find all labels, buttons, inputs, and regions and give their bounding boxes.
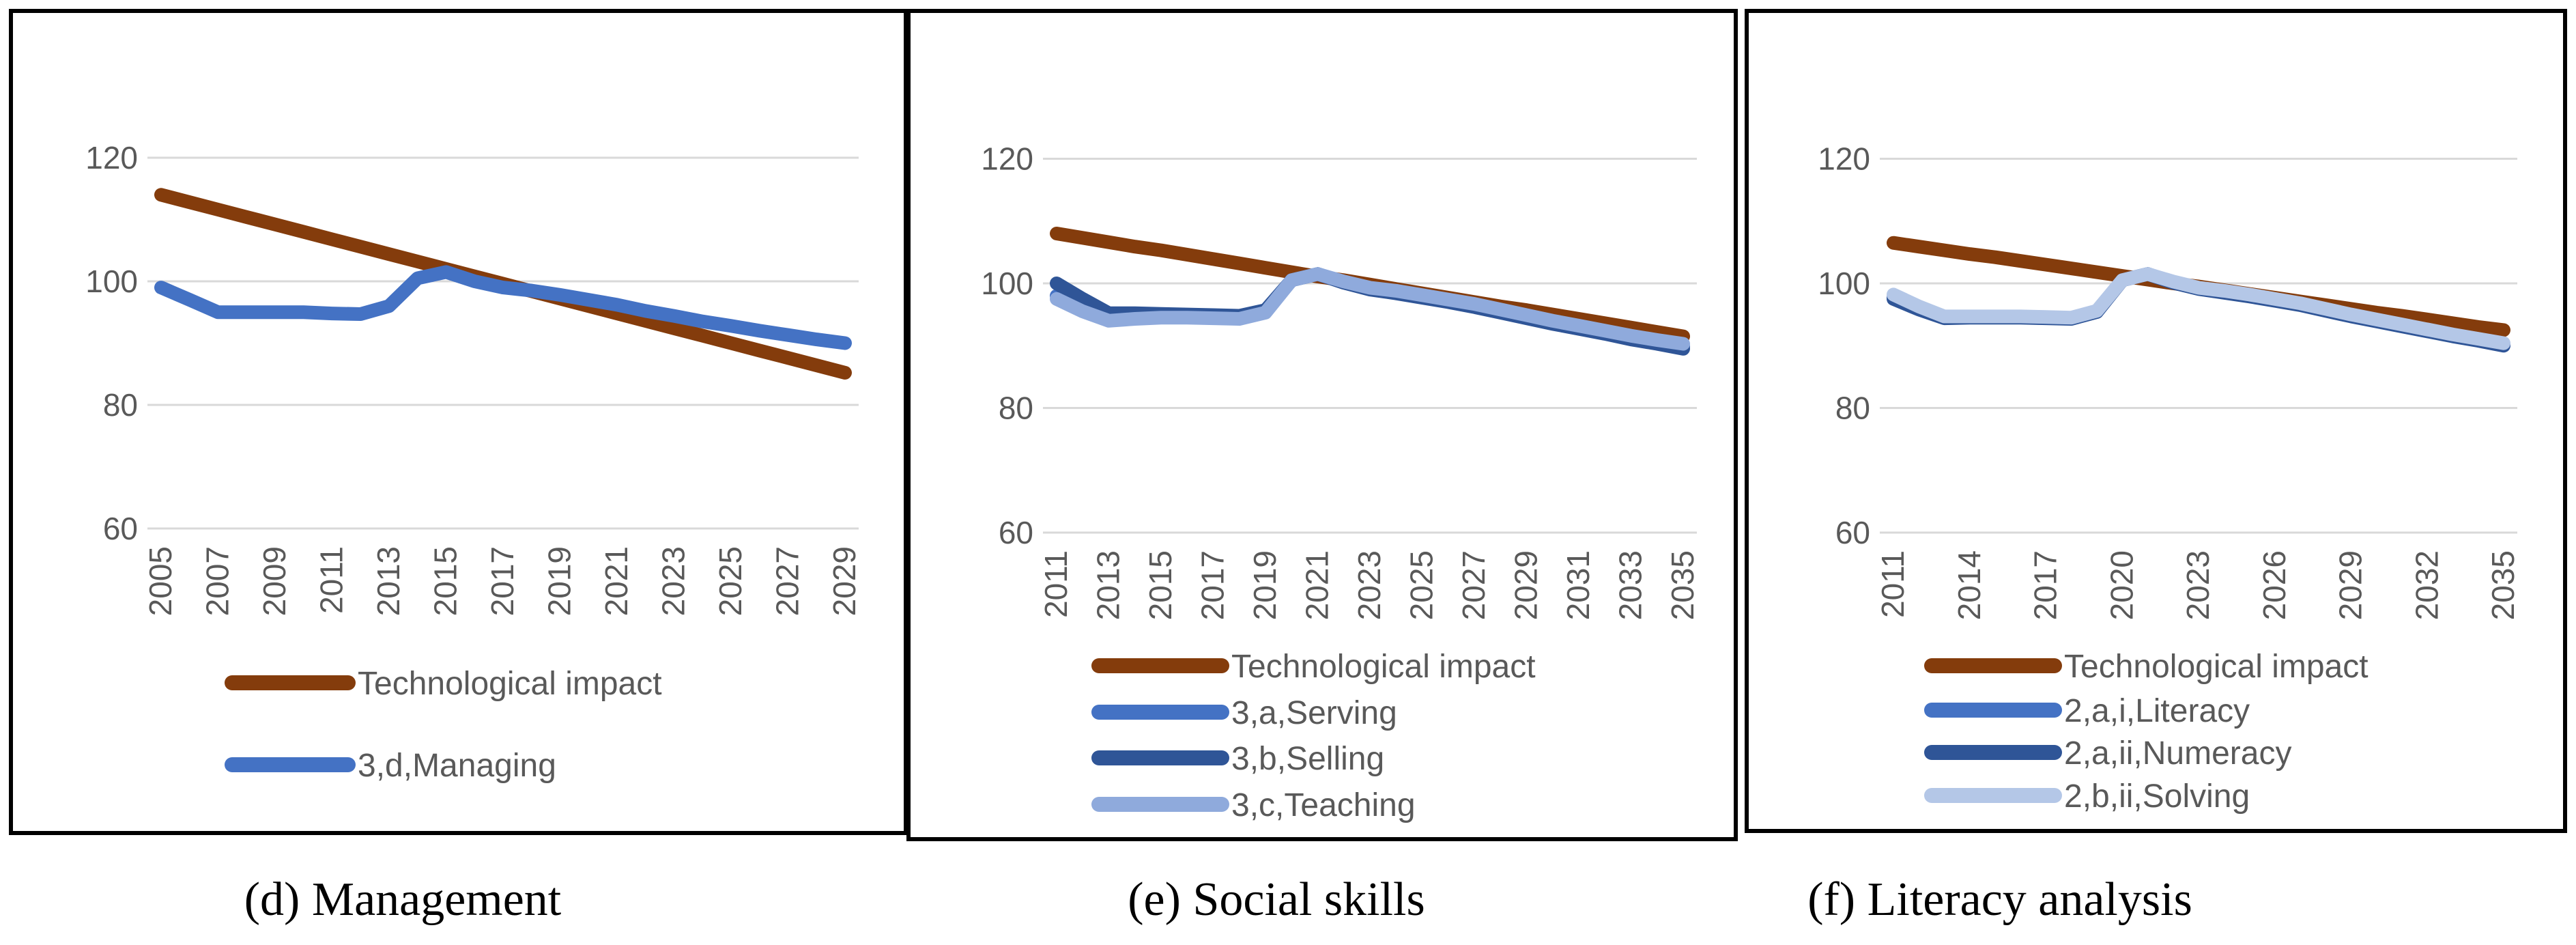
x-tick-label: 2015 — [428, 546, 463, 616]
x-tick-label: 2031 — [1560, 550, 1596, 620]
series-line-1 — [154, 265, 852, 350]
x-tick-label: 2015 — [1143, 550, 1178, 620]
x-tick-label: 2029 — [2333, 550, 2369, 620]
series-line-3 — [1050, 267, 1690, 351]
x-tick-label: 2026 — [2257, 550, 2292, 620]
x-tick-labels: 2011 2013 2015 2017 2019 2021 2023 2025 2027 2029… — [1038, 550, 1700, 620]
y-tick-label: 100 — [1818, 266, 1870, 301]
legend-label: 2,a,ii,Numeracy — [2064, 735, 2291, 772]
x-tick-label: 2035 — [2485, 550, 2521, 620]
legend-label: Technological impact — [1231, 649, 1536, 685]
panel-caption: (f) Literacy analysis — [1807, 873, 2192, 926]
y-tick-label: 80 — [103, 387, 138, 423]
series-lines — [1887, 236, 2510, 353]
x-tick-label: 2013 — [1091, 550, 1126, 620]
y-tick-label: 100 — [85, 264, 138, 299]
series-lines — [1050, 227, 1690, 356]
x-tick-label: 2021 — [1300, 550, 1335, 620]
x-tick-label: 2023 — [2180, 550, 2216, 620]
panel-caption: (d) Management — [244, 873, 562, 926]
x-tick-label: 2023 — [1351, 550, 1387, 620]
legend-label: 3,c,Teaching — [1231, 787, 1416, 823]
x-tick-label: 2029 — [1508, 550, 1544, 620]
legend-label: 3,d,Managing — [358, 748, 556, 784]
x-tick-label: 2025 — [1404, 550, 1440, 620]
x-tick-label: 2035 — [1665, 550, 1700, 620]
x-tick-label: 2027 — [1456, 550, 1491, 620]
x-tick-label: 2017 — [1195, 550, 1231, 620]
legend: Technological impact 3,d,Managing — [225, 666, 662, 784]
panel-caption: (e) Social skills — [1128, 873, 1425, 926]
legend-label: Technological impact — [2064, 649, 2369, 685]
legend: Technological impact 3,a,Serving 3,b,Selli… — [1091, 649, 1536, 823]
legend: Technological impact 2,a,i,Literacy 2,a,ii… — [1924, 649, 2369, 815]
x-tick-label: 2032 — [2409, 550, 2444, 620]
y-tick-labels: 60 80 100 120 — [85, 140, 138, 546]
panel-border — [9, 9, 908, 835]
x-tick-label: 2017 — [2028, 550, 2063, 620]
legend-label: 3,b,Selling — [1231, 741, 1384, 777]
x-tick-label: 2033 — [1613, 550, 1648, 620]
x-tick-labels: 2011 2014 2017 2020 2023 2026 2029 2032 2035 — [1875, 550, 2521, 620]
legend-label: 2,a,i,Literacy — [2064, 693, 2250, 729]
series-line-3 — [1887, 267, 2510, 350]
y-tick-label: 60 — [999, 515, 1033, 550]
y-tick-label: 80 — [999, 391, 1033, 426]
y-tick-label: 60 — [1835, 515, 1870, 550]
panel-border — [906, 9, 1738, 841]
y-tick-label: 60 — [103, 511, 138, 546]
x-tick-label: 2027 — [770, 546, 805, 616]
x-tick-label: 2005 — [143, 546, 178, 616]
x-tick-label: 2023 — [656, 546, 691, 616]
y-tick-label: 120 — [1818, 141, 1870, 177]
x-tick-label: 2013 — [371, 546, 406, 616]
x-tick-label: 2019 — [542, 546, 577, 616]
x-tick-label: 2019 — [1247, 550, 1283, 620]
x-tick-label: 2025 — [713, 546, 748, 616]
legend-label: Technological impact — [358, 666, 662, 702]
x-tick-label: 2007 — [200, 546, 235, 616]
x-tick-label: 2017 — [485, 546, 520, 616]
series-lines — [154, 188, 852, 380]
y-tick-label: 120 — [85, 140, 138, 175]
y-tick-label: 100 — [981, 266, 1033, 301]
x-tick-label: 2011 — [1875, 550, 1910, 618]
y-tick-label: 80 — [1835, 391, 1870, 426]
x-tick-label: 2014 — [1951, 550, 1987, 620]
legend-label: 3,a,Serving — [1231, 695, 1397, 731]
y-tick-labels: 60 80 100 120 — [1818, 141, 1870, 551]
x-tick-label: 2009 — [257, 546, 292, 616]
x-tick-labels: 2005 2007 2009 2011 2013 2015 2017 2019 2021 2023… — [143, 546, 862, 616]
panel-border — [1745, 9, 2567, 833]
x-tick-label: 2011 — [314, 546, 349, 614]
y-tick-labels: 60 80 100 120 — [981, 141, 1033, 551]
x-tick-label: 2029 — [827, 546, 862, 616]
x-tick-label: 2020 — [2104, 550, 2139, 620]
y-tick-label: 120 — [981, 141, 1033, 177]
grid-lines — [1880, 158, 2517, 534]
legend-label: 2,b,ii,Solving — [2064, 778, 2250, 815]
x-tick-label: 2011 — [1038, 550, 1074, 618]
x-tick-label: 2021 — [599, 546, 634, 616]
grid-lines — [1043, 158, 1697, 534]
